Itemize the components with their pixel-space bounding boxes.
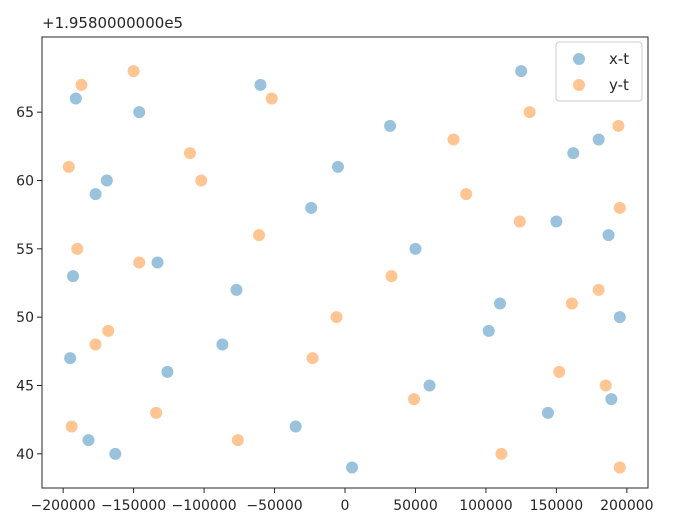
y-tick-label: 65 [16,105,34,121]
y-tick-label: 40 [16,447,34,463]
plot-area-frame [41,36,649,489]
legend-marker-x-t [573,53,585,65]
point-x-t-27 [602,229,615,242]
point-x-t-13 [289,420,302,433]
point-y-t-24 [565,297,578,310]
point-y-t-20 [495,447,508,460]
point-y-t-4 [89,338,102,351]
point-y-t-5 [102,324,115,337]
point-x-t-18 [409,242,422,255]
point-x-t-4 [89,188,102,201]
point-x-t-22 [515,65,528,78]
point-y-t-1 [65,420,78,433]
x-tick-label: −200000 [31,498,96,514]
point-y-t-13 [265,92,278,105]
point-y-t-15 [330,311,343,324]
data-points [62,65,626,474]
point-x-t-20 [482,324,495,337]
point-x-t-1 [67,270,80,283]
point-x-t-3 [82,434,95,447]
legend-box [555,41,643,102]
x-tick-label: 100000 [459,498,512,514]
point-x-t-9 [161,365,174,378]
point-y-t-28 [613,201,626,214]
point-y-t-17 [408,393,421,406]
point-y-t-6 [127,65,140,78]
x-tick-label: −150000 [101,498,166,514]
y-tick-label: 55 [16,242,34,258]
point-x-t-24 [550,215,563,228]
point-y-t-10 [195,174,208,187]
point-x-t-15 [331,160,344,173]
point-x-t-14 [305,201,318,214]
point-x-t-8 [151,256,164,269]
point-y-t-23 [553,365,566,378]
point-y-t-0 [62,160,75,173]
point-x-t-17 [384,119,397,132]
point-x-t-21 [494,297,507,310]
point-y-t-18 [447,133,460,146]
point-x-t-23 [541,406,554,419]
legend-marker-y-t [573,79,585,91]
point-x-t-28 [605,393,618,406]
legend: x-t y-t [555,41,643,102]
point-y-t-22 [523,106,536,119]
point-y-t-16 [385,270,398,283]
point-y-t-14 [306,352,319,365]
point-x-t-5 [100,174,113,187]
y-tick-label: 50 [16,310,34,326]
point-x-t-11 [230,283,243,296]
point-y-t-8 [150,406,163,419]
x-tick-label: 150000 [530,498,583,514]
point-x-t-0 [64,352,77,365]
point-y-t-21 [513,215,526,228]
point-x-t-2 [69,92,82,105]
x-axis: −200000 −150000 −100000 −50000 0 50000 100000 1… [31,488,654,514]
point-y-t-2 [71,242,84,255]
legend-label-y-t: y-t [609,76,629,94]
y-tick-label: 60 [16,174,34,190]
point-y-t-29 [613,461,626,474]
point-x-t-7 [133,106,146,119]
point-x-t-16 [346,461,359,474]
x-tick-label: 0 [341,498,350,514]
point-x-t-19 [423,379,436,392]
point-y-t-9 [183,147,196,160]
point-y-t-26 [599,379,612,392]
y-axis-offset-label: +1.9580000000e5 [42,14,183,32]
y-axis: 40 45 50 55 60 65 [16,105,42,463]
x-tick-label: 200000 [600,498,653,514]
point-x-t-6 [109,447,122,460]
point-y-t-27 [612,119,625,132]
point-y-t-7 [133,256,146,269]
point-x-t-25 [567,147,580,160]
point-x-t-29 [613,311,626,324]
point-x-t-12 [254,78,267,91]
point-x-t-26 [592,133,605,146]
point-y-t-25 [592,283,605,296]
point-y-t-11 [231,434,244,447]
x-tick-label: −100000 [171,498,236,514]
x-tick-label: 50000 [393,498,438,514]
x-tick-label: −50000 [246,498,302,514]
y-tick-label: 45 [16,379,34,395]
point-x-t-10 [216,338,229,351]
point-y-t-19 [460,188,473,201]
point-y-t-3 [75,78,88,91]
legend-label-x-t: x-t [609,50,629,68]
point-y-t-12 [253,229,266,242]
